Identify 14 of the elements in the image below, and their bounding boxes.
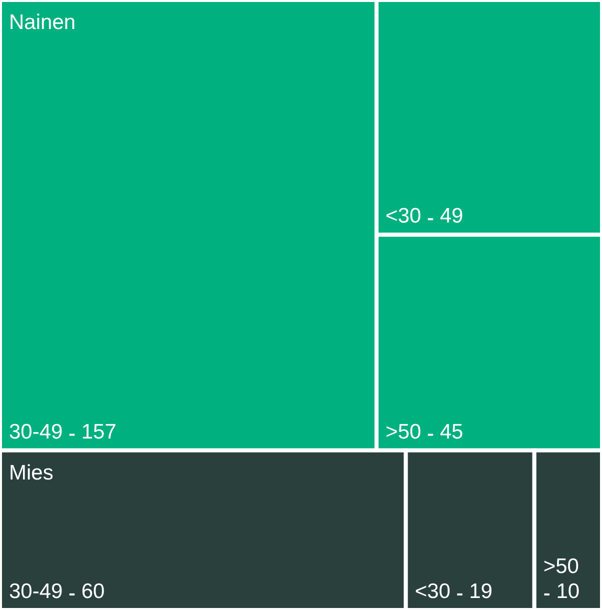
data-label: 45 xyxy=(440,420,464,444)
category-label: >50 xyxy=(543,555,579,578)
data-label: 157 xyxy=(81,420,116,444)
series-label: Mies xyxy=(9,461,54,484)
category-label: <30 xyxy=(386,204,422,228)
series-label: Nainen xyxy=(9,11,76,34)
data-label: 60 xyxy=(81,580,105,603)
category-label: >50 xyxy=(386,420,422,444)
category-label: <30 xyxy=(414,580,450,603)
data-label: 19 xyxy=(469,580,492,603)
data-label: 10 xyxy=(556,580,580,603)
data-label: 49 xyxy=(440,204,464,228)
category-label: 30-49 xyxy=(9,580,63,603)
category-label: 30-49 xyxy=(9,420,63,444)
